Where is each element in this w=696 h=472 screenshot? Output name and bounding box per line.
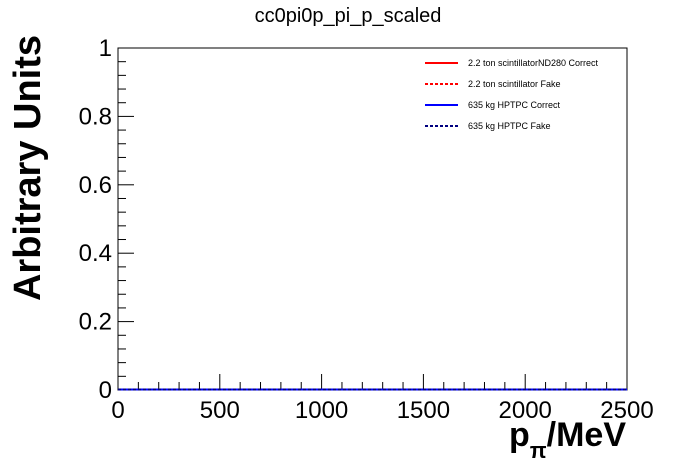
- y-axis-ticks: 0 0.2 0.4 0.6 0.8 1: [79, 35, 134, 404]
- x-tick-label: 0: [111, 397, 124, 424]
- legend: 2.2 ton scintillatorND280 Correct 2.2 ton…: [425, 58, 599, 131]
- x-tick-label: 500: [200, 397, 240, 424]
- x-tick-label: 1000: [295, 397, 348, 424]
- x-tick-label: 1500: [397, 397, 450, 424]
- x-tick-label: 2500: [600, 397, 653, 424]
- chart-title: cc0pi0p_pi_p_scaled: [255, 5, 442, 27]
- legend-entry-label: 2.2 ton scintillatorND280 Correct: [468, 58, 599, 68]
- legend-entry-label: 2.2 ton scintillator Fake: [468, 79, 561, 89]
- legend-entry-label: 635 kg HPTPC Fake: [468, 121, 551, 131]
- y-tick-label: 1: [99, 35, 112, 62]
- y-tick-label: 0.2: [79, 309, 112, 336]
- x-axis-label-main: p: [509, 416, 530, 454]
- legend-entry-label: 635 kg HPTPC Correct: [468, 100, 561, 110]
- y-axis-label: Arbitrary Units: [7, 35, 49, 301]
- x-axis-label: pπ/MeV: [509, 416, 626, 463]
- y-tick-label: 0.6: [79, 172, 112, 199]
- x-axis-ticks: 0 500 1000 1500 2000 2500: [111, 374, 654, 424]
- x-axis-label-subscript: π: [530, 438, 547, 463]
- y-tick-label: 0: [99, 377, 112, 404]
- y-tick-label: 0.4: [79, 240, 112, 267]
- x-tick-label: 2000: [499, 397, 552, 424]
- y-tick-label: 0.8: [79, 103, 112, 130]
- x-axis-label-unit: /MeV: [547, 416, 627, 454]
